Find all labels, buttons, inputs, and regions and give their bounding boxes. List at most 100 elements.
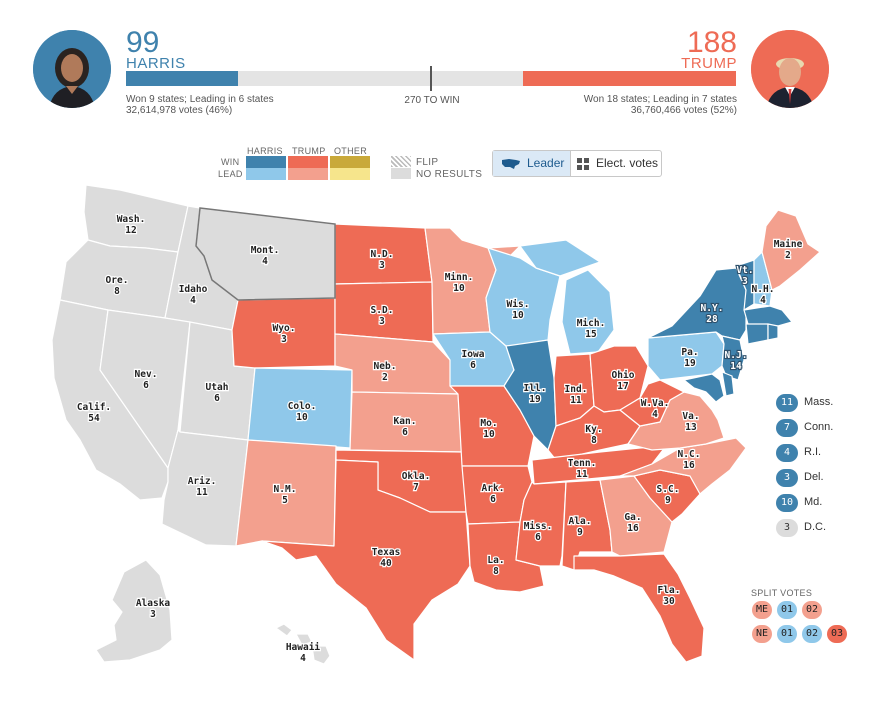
- label-nm-name: N.M.: [274, 484, 297, 495]
- state-de[interactable]: [721, 371, 735, 397]
- label-sc-ev: 9: [665, 495, 671, 506]
- label-mt-ev: 4: [262, 256, 268, 267]
- label-oh-ev: 17: [617, 381, 628, 392]
- label-ar-ev: 6: [490, 494, 496, 505]
- state-ri[interactable]: [767, 323, 779, 341]
- harris-electoral-votes: 99: [126, 26, 160, 59]
- state-wv[interactable]: [619, 379, 685, 427]
- label-az-ev: 11: [196, 487, 208, 498]
- label-ar-name: Ark.: [482, 483, 505, 494]
- split-me-label[interactable]: ME: [752, 601, 772, 619]
- label-nh-ev: 4: [760, 295, 766, 306]
- grid-icon: [577, 158, 589, 170]
- state-me[interactable]: [761, 209, 821, 291]
- small-state-label-de: Del.: [804, 471, 824, 483]
- label-id-name: Idaho: [179, 284, 208, 295]
- small-state-chip-dc[interactable]: 3: [776, 519, 798, 537]
- label-il-ev: 19: [529, 394, 541, 405]
- small-state-chip-md[interactable]: 10: [776, 494, 798, 512]
- split-ne-district-03[interactable]: 03: [827, 625, 847, 643]
- label-la: La. 8: [487, 555, 504, 577]
- label-ca-name: Calif.: [77, 402, 111, 413]
- label-va-ev: 13: [685, 422, 697, 433]
- label-al: Ala. 9: [569, 516, 592, 538]
- label-ks: Kan. 6: [394, 416, 417, 438]
- state-ma[interactable]: [743, 305, 793, 327]
- electoral-votes-view-button[interactable]: Elect. votes: [571, 151, 661, 176]
- state-ny[interactable]: [647, 267, 747, 341]
- split-ne-district-01[interactable]: 01: [777, 625, 797, 643]
- legend-swatch-trump-win: [288, 156, 328, 168]
- label-sd: S.D. 3: [371, 305, 394, 327]
- label-ne: Neb. 2: [374, 361, 397, 383]
- label-nv: Nev. 6: [135, 369, 158, 391]
- legend-swatch-harris-lead: [246, 168, 286, 180]
- label-vt-name: Vt.: [736, 265, 753, 276]
- label-pa-name: Pa.: [681, 347, 698, 358]
- split-me-district-01[interactable]: 01: [777, 601, 797, 619]
- label-mo: Mo. 10: [480, 418, 497, 440]
- label-il: Ill. 19: [524, 383, 547, 405]
- small-state-chip-ri[interactable]: 4: [776, 444, 798, 462]
- label-ak: Alaska 3: [136, 598, 171, 620]
- harris-bar-fill: [126, 71, 238, 86]
- split-ne-label[interactable]: NE: [752, 625, 772, 643]
- state-vt[interactable]: [735, 259, 755, 311]
- label-id: Idaho 4: [179, 284, 208, 306]
- label-nc-name: N.C.: [678, 449, 701, 460]
- split-ne-district-02[interactable]: 02: [802, 625, 822, 643]
- state-pa[interactable]: [647, 331, 725, 381]
- label-ca-ev: 54: [88, 413, 100, 424]
- state-ak[interactable]: [95, 559, 173, 663]
- legend-col-trump: TRUMP: [292, 146, 326, 156]
- label-nh-name: N.H.: [752, 284, 775, 295]
- state-mi[interactable]: [519, 239, 615, 355]
- small-state-chip-ct[interactable]: 7: [776, 419, 798, 437]
- label-ar: Ark. 6: [482, 483, 505, 505]
- label-fl: Fla. 30: [658, 585, 681, 607]
- label-fl-ev: 30: [663, 596, 675, 607]
- state-nh[interactable]: [753, 251, 773, 307]
- state-hi[interactable]: [275, 623, 331, 665]
- trump-bar-fill: [523, 71, 736, 86]
- label-va-name: Va.: [682, 411, 699, 422]
- label-me-ev: 2: [785, 250, 791, 261]
- state-il[interactable]: [503, 339, 557, 451]
- leader-view-button[interactable]: Leader: [493, 151, 570, 176]
- legend-flip-label: FLIP: [416, 157, 439, 168]
- label-ok-name: Okla.: [402, 471, 431, 482]
- label-co-ev: 10: [296, 412, 308, 423]
- small-state-chip-de[interactable]: 3: [776, 469, 798, 487]
- harris-popular-vote: 32,614,978 votes (46%): [126, 105, 233, 116]
- small-state-chip-ma[interactable]: 11: [776, 394, 798, 412]
- label-sd-name: S.D.: [371, 305, 394, 316]
- trump-electoral-votes: 188: [686, 26, 737, 59]
- state-tx[interactable]: [261, 459, 471, 661]
- state-fl[interactable]: [573, 553, 705, 663]
- legend-no-results-swatch: [391, 168, 411, 179]
- legend-row-lead: LEAD: [218, 169, 243, 179]
- state-ct[interactable]: [745, 323, 769, 345]
- legend-col-other: OTHER: [334, 146, 367, 156]
- label-nj-ev: 14: [730, 361, 742, 372]
- label-wy-name: Wyo.: [273, 323, 296, 334]
- label-ut-ev: 6: [214, 393, 220, 404]
- label-ok: Okla. 7: [402, 471, 431, 493]
- label-sc: S.C. 9: [657, 484, 680, 506]
- label-nm: N.M. 5: [274, 484, 297, 506]
- label-mt-name: Mont.: [251, 245, 280, 256]
- split-me-district-02[interactable]: 02: [802, 601, 822, 619]
- label-ky: Ky. 8: [585, 424, 602, 446]
- label-pa-ev: 19: [684, 358, 696, 369]
- legend-swatch-other-lead: [330, 168, 370, 180]
- label-mn-name: Minn.: [445, 272, 474, 283]
- harris-avatar: [33, 30, 111, 108]
- label-tx-ev: 40: [380, 558, 392, 569]
- state-md[interactable]: [683, 373, 725, 403]
- label-id-ev: 4: [190, 295, 196, 306]
- label-or-name: Ore.: [106, 275, 129, 286]
- label-oh-name: Ohio: [612, 370, 635, 381]
- legend-flip-swatch: [391, 156, 411, 167]
- label-ne-name: Neb.: [374, 361, 397, 372]
- label-nd-ev: 3: [379, 260, 385, 271]
